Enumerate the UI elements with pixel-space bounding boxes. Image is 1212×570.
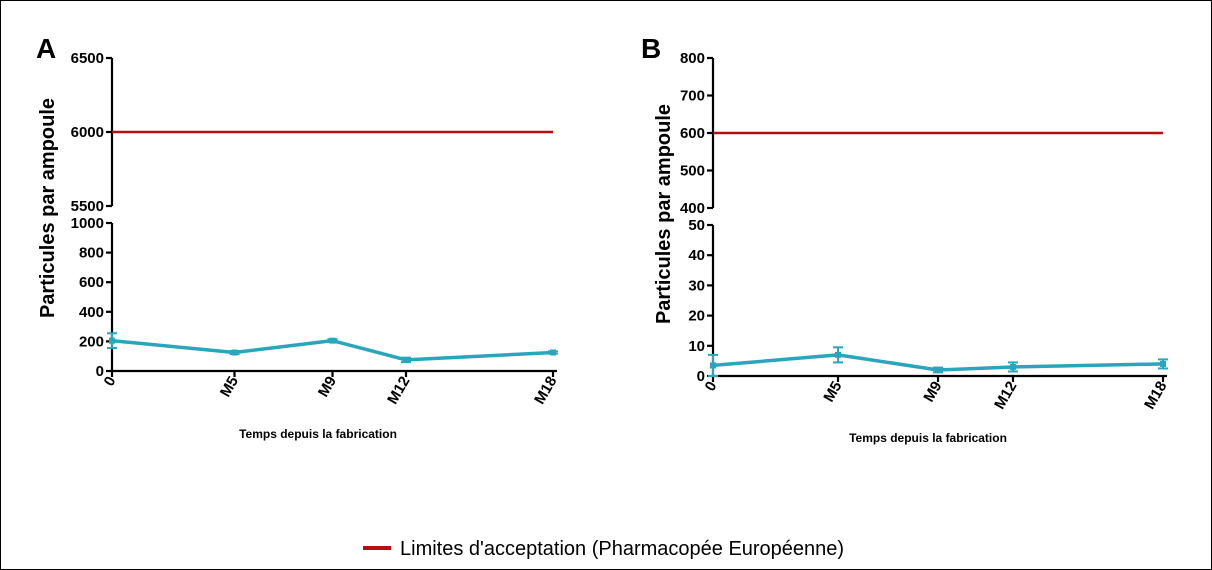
y-tick-label: 500 xyxy=(680,163,705,180)
y-axis-label: Particules par ampoule xyxy=(653,104,675,324)
y-tick-label: 0 xyxy=(96,363,104,380)
legend: Limites d'acceptation (Pharmacopée Europ… xyxy=(363,538,844,560)
y-tick-label: 600 xyxy=(79,274,104,291)
data-point xyxy=(109,337,115,344)
panel-letter: B xyxy=(641,33,661,64)
y-tick-label: 600 xyxy=(680,125,705,142)
y-tick-label: 6000 xyxy=(71,124,104,141)
x-tick-label: 0 xyxy=(702,379,721,395)
panel-letter: A xyxy=(36,33,56,64)
y-tick-label: 50 xyxy=(688,217,705,234)
y-tick-label: 400 xyxy=(79,304,104,321)
data-point xyxy=(835,351,841,358)
y-tick-label: 5500 xyxy=(71,198,104,215)
y-tick-label: 800 xyxy=(79,245,104,262)
x-tick-label: M9 xyxy=(315,374,340,401)
y-tick-label: 1000 xyxy=(71,215,104,232)
y-tick-label: 700 xyxy=(680,88,705,105)
x-tick-label: M5 xyxy=(820,379,845,406)
y-tick-label: 30 xyxy=(688,277,705,294)
data-point xyxy=(403,356,409,363)
x-tick-label: M18 xyxy=(1141,379,1170,413)
data-point xyxy=(935,366,941,373)
x-tick-label: M5 xyxy=(217,374,242,401)
data-point xyxy=(231,349,238,356)
x-tick-label: M12 xyxy=(991,379,1020,413)
x-tick-label: M18 xyxy=(531,374,560,408)
y-tick-label: 0 xyxy=(697,368,705,385)
y-axis-label: Particules par ampoule xyxy=(37,98,59,318)
data-point xyxy=(1160,360,1166,367)
data-point xyxy=(329,337,336,344)
y-tick-label: 10 xyxy=(688,338,705,355)
y-tick-label: 20 xyxy=(688,308,705,325)
y-tick-label: 800 xyxy=(680,50,705,67)
x-axis-label: Temps depuis la fabrication xyxy=(239,427,397,441)
x-axis-label: Temps depuis la fabrication xyxy=(849,431,1007,445)
data-point xyxy=(550,349,556,356)
data-point xyxy=(710,362,716,369)
chart-panel-a: A 5500 6000 6500 0 200 400 600 800 1000 0 M5 M9 M12 M1… xyxy=(36,33,560,441)
x-tick-label: 0 xyxy=(101,374,120,390)
y-tick-label: 400 xyxy=(680,200,705,217)
x-tick-label: M12 xyxy=(384,374,413,408)
y-tick-label: 200 xyxy=(79,333,104,350)
y-tick-label: 6500 xyxy=(71,50,104,67)
data-point xyxy=(1010,363,1016,370)
y-tick-label: 40 xyxy=(688,247,705,264)
legend-label: Limites d'acceptation (Pharmacopée Europ… xyxy=(400,538,844,560)
x-tick-label: M9 xyxy=(920,379,945,406)
